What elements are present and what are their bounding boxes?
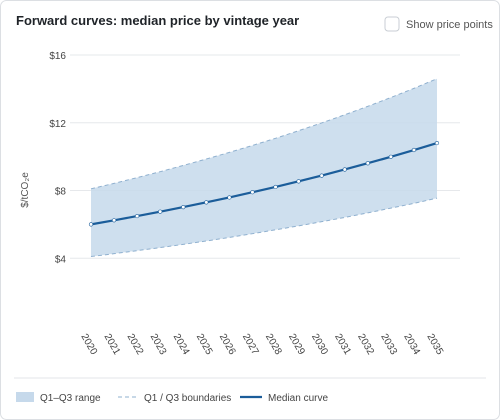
checkbox-label[interactable]: Show price points [406,19,493,31]
median-point [319,173,324,178]
median-point [388,154,393,159]
legend-swatch [16,392,34,402]
median-point [227,195,232,200]
y-axis-label: $/tCO₂e [20,172,31,208]
legend-label: Q1 / Q3 boundaries [144,393,231,404]
y-tick-label: $16 [49,51,66,62]
toggle[interactable]: Show price points [384,16,493,32]
y-tick-label: $4 [55,254,67,265]
median-line [90,142,438,226]
iqr-band [91,78,437,257]
boundary-line [90,197,438,258]
median-point [434,140,440,146]
median-point [296,179,301,184]
checkbox[interactable] [384,16,400,32]
y-tick-label: $12 [49,119,66,130]
median-point [250,190,255,195]
boundary-line [90,78,438,190]
median-point [204,200,209,205]
y-tick-label: $8 [55,187,67,198]
legend-label: Q1–Q3 range [40,393,101,404]
median-point [273,184,278,190]
median-point [342,167,347,172]
legend-label: Median curve [268,393,328,404]
median-point [411,147,417,153]
median-point [111,218,117,223]
chart-title: Forward curves: median price by vintage … [16,13,299,28]
median-point [88,222,94,227]
median-point [181,204,186,210]
median-point [158,209,163,214]
median-point [135,213,140,219]
median-point [365,161,370,166]
